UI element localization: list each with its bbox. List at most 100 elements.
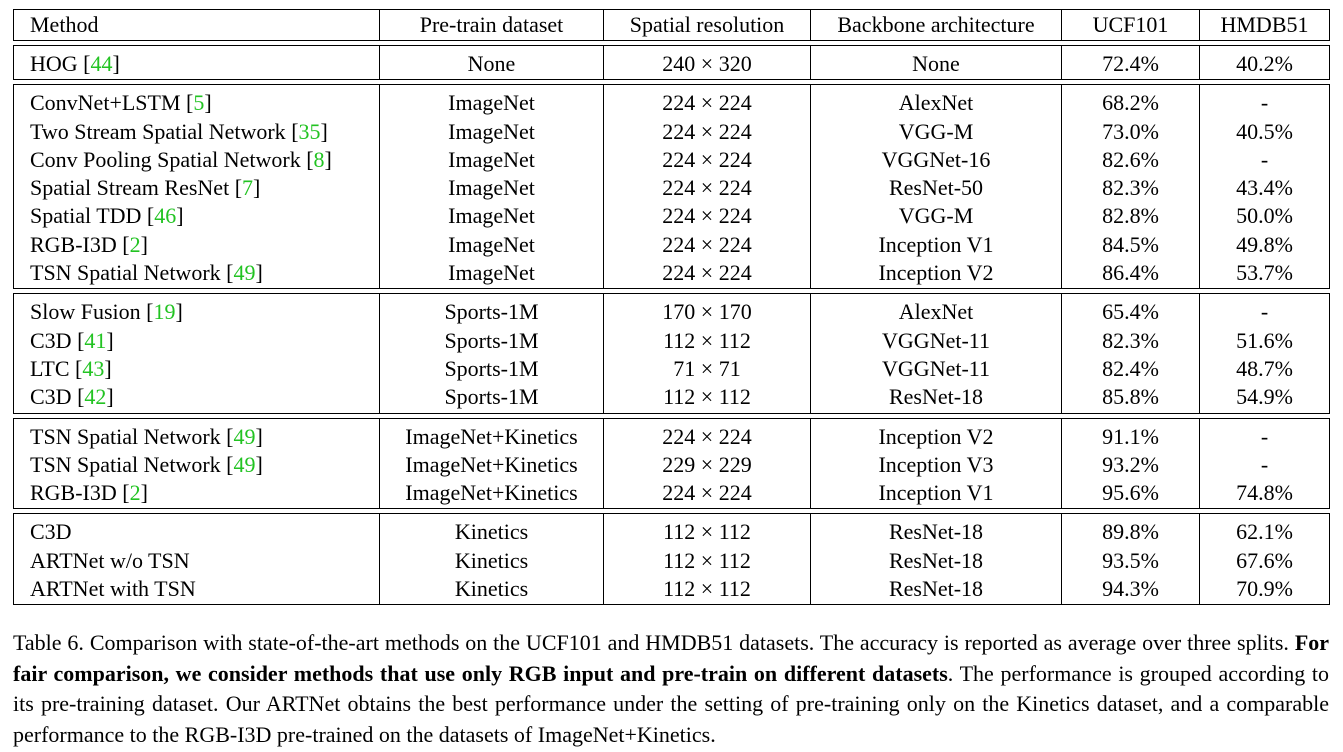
cell-backbone: Inception V3 [810, 450, 1062, 480]
citation-link[interactable]: 49 [233, 423, 256, 449]
method-name: Two Stream Spatial Network [30, 118, 286, 144]
header-resolution: Spatial resolution [603, 9, 811, 41]
cell-hmdb51: 70.9% [1199, 575, 1330, 605]
table-row: ConvNet+LSTM [5] ImageNet 224 × 224 AlexNet… [13, 84, 1330, 118]
cell-pretrain: Sports-1M [379, 326, 604, 355]
cell-ucf101: 95.6% [1061, 479, 1200, 509]
table-row: TSN Spatial Network [49] ImageNet 224 × 22… [13, 259, 1330, 289]
cell-method: ARTNet with TSN [13, 575, 380, 605]
citation-link[interactable]: 2 [129, 480, 141, 506]
cell-ucf101: 93.5% [1061, 546, 1200, 576]
cell-hmdb51: 50.0% [1199, 202, 1330, 231]
citation-link[interactable]: 41 [84, 327, 107, 353]
table-row: Spatial TDD [46] ImageNet 224 × 224 VGG-M 82… [13, 202, 1330, 231]
method-name: TSN Spatial Network [30, 451, 221, 477]
cell-pretrain: Sports-1M [379, 383, 604, 414]
cell-pretrain: ImageNet [379, 145, 604, 175]
cell-method: TSN Spatial Network [49] [13, 450, 380, 480]
citation-link[interactable]: 43 [82, 355, 105, 381]
cell-ucf101: 72.4% [1061, 45, 1200, 80]
cell-backbone: VGGNet-11 [810, 326, 1062, 355]
cell-pretrain: ImageNet+Kinetics [379, 418, 604, 451]
cell-method: HOG [44] [13, 45, 380, 80]
method-name: ConvNet+LSTM [30, 90, 181, 116]
citation-link[interactable]: 2 [129, 231, 141, 257]
table-caption: Table 6. Comparison with state-of-the-ar… [13, 628, 1329, 750]
caption-text: Comparison with state-of-the-art methods… [89, 630, 1289, 655]
citation-link[interactable]: 35 [298, 118, 321, 144]
cell-resolution: 224 × 224 [603, 202, 811, 231]
cell-backbone: None [810, 45, 1062, 80]
cell-pretrain: Kinetics [379, 575, 604, 605]
table-row: LTC [43] Sports-1M 71 × 71 VGGNet-11 82.4% 48… [13, 354, 1330, 384]
header-pretrain: Pre-train dataset [379, 9, 604, 41]
citation-link[interactable]: 7 [242, 175, 254, 201]
cell-hmdb51: 62.1% [1199, 513, 1330, 547]
table-row: C3D [41] Sports-1M 112 × 112 VGGNet-11 82.3%… [13, 326, 1330, 355]
header-backbone: Backbone architecture [810, 9, 1062, 41]
cell-resolution: 112 × 112 [603, 513, 811, 547]
cell-ucf101: 82.3% [1061, 174, 1200, 203]
table-row: C3D Kinetics 112 × 112 ResNet-18 89.8% 62.1% [13, 513, 1330, 547]
cell-method: ConvNet+LSTM [5] [13, 84, 380, 118]
cell-resolution: 224 × 224 [603, 174, 811, 203]
cell-ucf101: 82.3% [1061, 326, 1200, 355]
cell-backbone: VGG-M [810, 202, 1062, 231]
caption-label: Table 6. [13, 630, 84, 655]
cell-pretrain: Kinetics [379, 546, 604, 576]
header-hmdb51: HMDB51 [1199, 9, 1330, 41]
cell-hmdb51: 67.6% [1199, 546, 1330, 576]
method-name: C3D [30, 519, 72, 545]
cell-ucf101: 65.4% [1061, 293, 1200, 327]
cell-ucf101: 68.2% [1061, 84, 1200, 118]
citation-link[interactable]: 49 [233, 451, 256, 477]
citation-link[interactable]: 5 [193, 90, 205, 116]
citation-link[interactable]: 8 [313, 146, 325, 172]
cell-method: RGB-I3D [2] [13, 230, 380, 260]
cell-pretrain: ImageNet [379, 174, 604, 203]
cell-method: ARTNet w/o TSN [13, 546, 380, 576]
cell-pretrain: ImageNet [379, 117, 604, 146]
method-name: RGB-I3D [30, 231, 117, 257]
cell-ucf101: 82.6% [1061, 145, 1200, 175]
cell-ucf101: 85.8% [1061, 383, 1200, 414]
cell-method: TSN Spatial Network [49] [13, 259, 380, 289]
table-group: TSN Spatial Network [49] ImageNet+Kinetic… [13, 418, 1330, 509]
table-group: Slow Fusion [19] Sports-1M 170 × 170 AlexNe… [13, 293, 1330, 414]
method-name: LTC [30, 355, 70, 381]
cell-hmdb51: - [1199, 450, 1330, 480]
citation-link[interactable]: 19 [153, 299, 176, 325]
cell-method: LTC [43] [13, 354, 380, 384]
cell-backbone: AlexNet [810, 293, 1062, 327]
table-row: Slow Fusion [19] Sports-1M 170 × 170 AlexNe… [13, 293, 1330, 327]
citation-link[interactable]: 46 [154, 203, 177, 229]
cell-hmdb51: - [1199, 84, 1330, 118]
cell-hmdb51: 43.4% [1199, 174, 1330, 203]
method-name: C3D [30, 327, 72, 353]
citation-link[interactable]: 49 [233, 260, 256, 286]
method-name: TSN Spatial Network [30, 260, 221, 286]
cell-ucf101: 73.0% [1061, 117, 1200, 146]
citation-link[interactable]: 42 [84, 384, 107, 410]
table-group: HOG [44] None 240 × 320 None 72.4% 40.2% [13, 45, 1330, 80]
method-name: ARTNet with TSN [30, 576, 196, 602]
method-name: TSN Spatial Network [30, 423, 221, 449]
cell-pretrain: ImageNet [379, 202, 604, 231]
cell-resolution: 224 × 224 [603, 479, 811, 509]
cell-backbone: Inception V1 [810, 479, 1062, 509]
cell-backbone: ResNet-18 [810, 546, 1062, 576]
cell-resolution: 71 × 71 [603, 354, 811, 384]
citation-link[interactable]: 44 [90, 51, 113, 76]
cell-resolution: 224 × 224 [603, 259, 811, 289]
cell-hmdb51: 51.6% [1199, 326, 1330, 355]
table-row: C3D [42] Sports-1M 112 × 112 ResNet-18 85.8%… [13, 383, 1330, 414]
table-group: C3D Kinetics 112 × 112 ResNet-18 89.8% 62.1% A… [13, 513, 1330, 605]
cell-method: C3D [13, 513, 380, 547]
cell-method: TSN Spatial Network [49] [13, 418, 380, 451]
cell-backbone: VGGNet-11 [810, 354, 1062, 384]
cell-method: Conv Pooling Spatial Network [8] [13, 145, 380, 175]
cell-method: Spatial Stream ResNet [7] [13, 174, 380, 203]
cell-pretrain: ImageNet+Kinetics [379, 450, 604, 480]
cell-ucf101: 84.5% [1061, 230, 1200, 260]
cell-pretrain: ImageNet [379, 230, 604, 260]
